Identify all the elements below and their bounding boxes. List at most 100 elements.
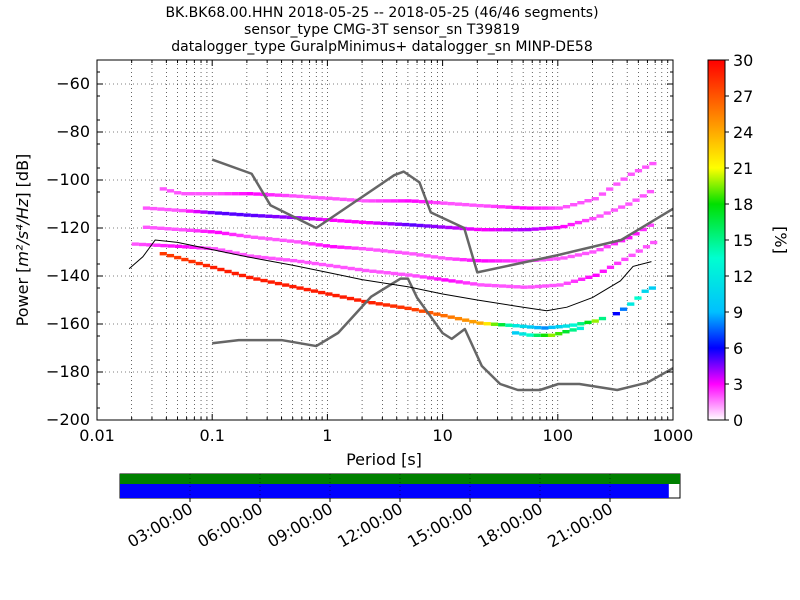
heatmap-cell <box>613 182 621 186</box>
x-tick-label: 0.01 <box>79 426 115 445</box>
heatmap-cell <box>625 202 633 206</box>
heatmap-cell <box>394 222 403 226</box>
heatmap-cell <box>416 253 424 257</box>
heatmap-cell <box>619 307 628 311</box>
heatmap-cell <box>477 283 485 287</box>
heatmap-cell <box>239 252 247 257</box>
y-tick-label: −120 <box>46 218 90 237</box>
y-tick-label: −140 <box>46 266 90 285</box>
heatmap-cell <box>330 244 338 249</box>
heatmap-cell <box>290 258 298 263</box>
heatmap-cell <box>361 199 369 203</box>
heatmap-cell <box>390 199 398 203</box>
heatmap-cell <box>310 289 319 293</box>
heatmap-cell <box>606 265 615 270</box>
y-axis-label-suffix: ] [dB] <box>13 154 32 199</box>
heatmap-cell <box>186 228 194 232</box>
heatmap-cell <box>483 204 491 208</box>
heatmap-cell <box>174 191 182 195</box>
heatmap-cell <box>476 321 484 325</box>
heatmap-cell <box>167 244 175 248</box>
heatmap-cell <box>131 242 139 246</box>
heatmap-cell <box>369 269 377 273</box>
heatmap-cell <box>610 208 619 212</box>
heatmap-cell <box>562 324 571 328</box>
heatmap-cell <box>231 192 239 196</box>
heatmap-cell <box>304 260 312 265</box>
heatmap-cell <box>632 232 640 236</box>
x-tick-label: 10 <box>432 426 452 445</box>
heatmap-cell <box>200 229 208 233</box>
heatmap-cell <box>254 255 262 259</box>
y-tick-label: −100 <box>46 170 90 189</box>
colorbar-label: [%] <box>771 226 790 254</box>
heatmap-cell <box>445 225 453 230</box>
heatmap-cell <box>454 316 463 321</box>
colorbar-gradient-bar <box>707 59 726 421</box>
heatmap-cell <box>174 255 182 260</box>
heatmap-cell <box>483 322 491 326</box>
heatmap-cell <box>164 227 172 231</box>
heatmap-cell <box>555 331 563 336</box>
x-tick-label: 0.1 <box>199 426 224 445</box>
heatmap-cell <box>332 197 340 201</box>
heatmap-cell <box>382 303 391 307</box>
colorbar-tick-label: 24 <box>733 123 753 142</box>
heatmap-cell <box>361 299 369 304</box>
colorbar-tick-label: 15 <box>733 231 753 250</box>
heatmap-cell <box>474 258 482 263</box>
heatmap-cell <box>207 230 215 234</box>
heatmap-cell <box>311 261 319 266</box>
heatmap-cell <box>490 204 499 209</box>
heatmap-cell <box>548 206 556 210</box>
colorbar-ticks: 0 3 6 9 12 15 18 21 24 27 30 <box>725 51 753 430</box>
heatmap-cell <box>232 251 240 255</box>
heatmap-cell <box>250 213 259 218</box>
title-line-3: datalogger_type GuralpMinimus+ datalogge… <box>171 39 592 55</box>
x-axis-label: Period [s] <box>346 450 422 469</box>
heatmap-cell <box>390 271 399 276</box>
heatmap-cell <box>318 290 326 295</box>
heatmap-cell <box>229 212 237 216</box>
heatmap-cell <box>382 199 391 203</box>
heatmap-cell <box>282 193 290 198</box>
heatmap-cell <box>627 302 635 306</box>
heatmap-cell <box>419 275 427 279</box>
heatmap-cell <box>246 254 255 258</box>
heatmap-cell <box>519 206 527 210</box>
heatmap-cell <box>224 192 232 196</box>
heatmap-cell <box>418 199 427 204</box>
heatmap-cell <box>491 283 499 288</box>
heatmap-cell <box>362 268 370 273</box>
colorbar-tick-label: 9 <box>733 303 743 322</box>
heatmap-cell <box>387 222 395 226</box>
heatmap-cell <box>366 221 374 225</box>
heatmap-cell <box>286 215 295 220</box>
heatmap-cell <box>430 224 439 229</box>
heatmap-cell <box>301 241 309 245</box>
heatmap-cell <box>405 273 413 277</box>
heatmap-cell <box>462 202 470 207</box>
heatmap-cell <box>225 249 233 254</box>
heatmap-cell <box>267 193 275 197</box>
heatmap-cell <box>423 224 431 228</box>
heatmap-cell <box>337 219 345 223</box>
heatmap-cell <box>481 259 489 263</box>
heatmap-cell <box>303 287 311 292</box>
heatmap-cell <box>159 187 167 191</box>
heatmap-cell <box>189 245 197 250</box>
title-line-2: sensor_type CMG-3T sensor_sn T39819 <box>244 22 520 38</box>
heatmap-cell <box>265 214 273 218</box>
heatmap-cell <box>505 323 513 327</box>
heatmap-cell <box>612 312 620 316</box>
heatmap-cell <box>171 227 179 231</box>
heatmap-cell <box>577 322 585 326</box>
heatmap-cell <box>301 216 309 220</box>
heatmap-cell <box>628 253 636 258</box>
heatmap-cell <box>474 227 482 232</box>
heatmap-cell <box>380 221 388 226</box>
heatmap-cell <box>376 270 384 274</box>
heatmap-cell <box>513 285 521 289</box>
heatmap-cell <box>634 168 643 173</box>
plot-background <box>97 60 673 420</box>
